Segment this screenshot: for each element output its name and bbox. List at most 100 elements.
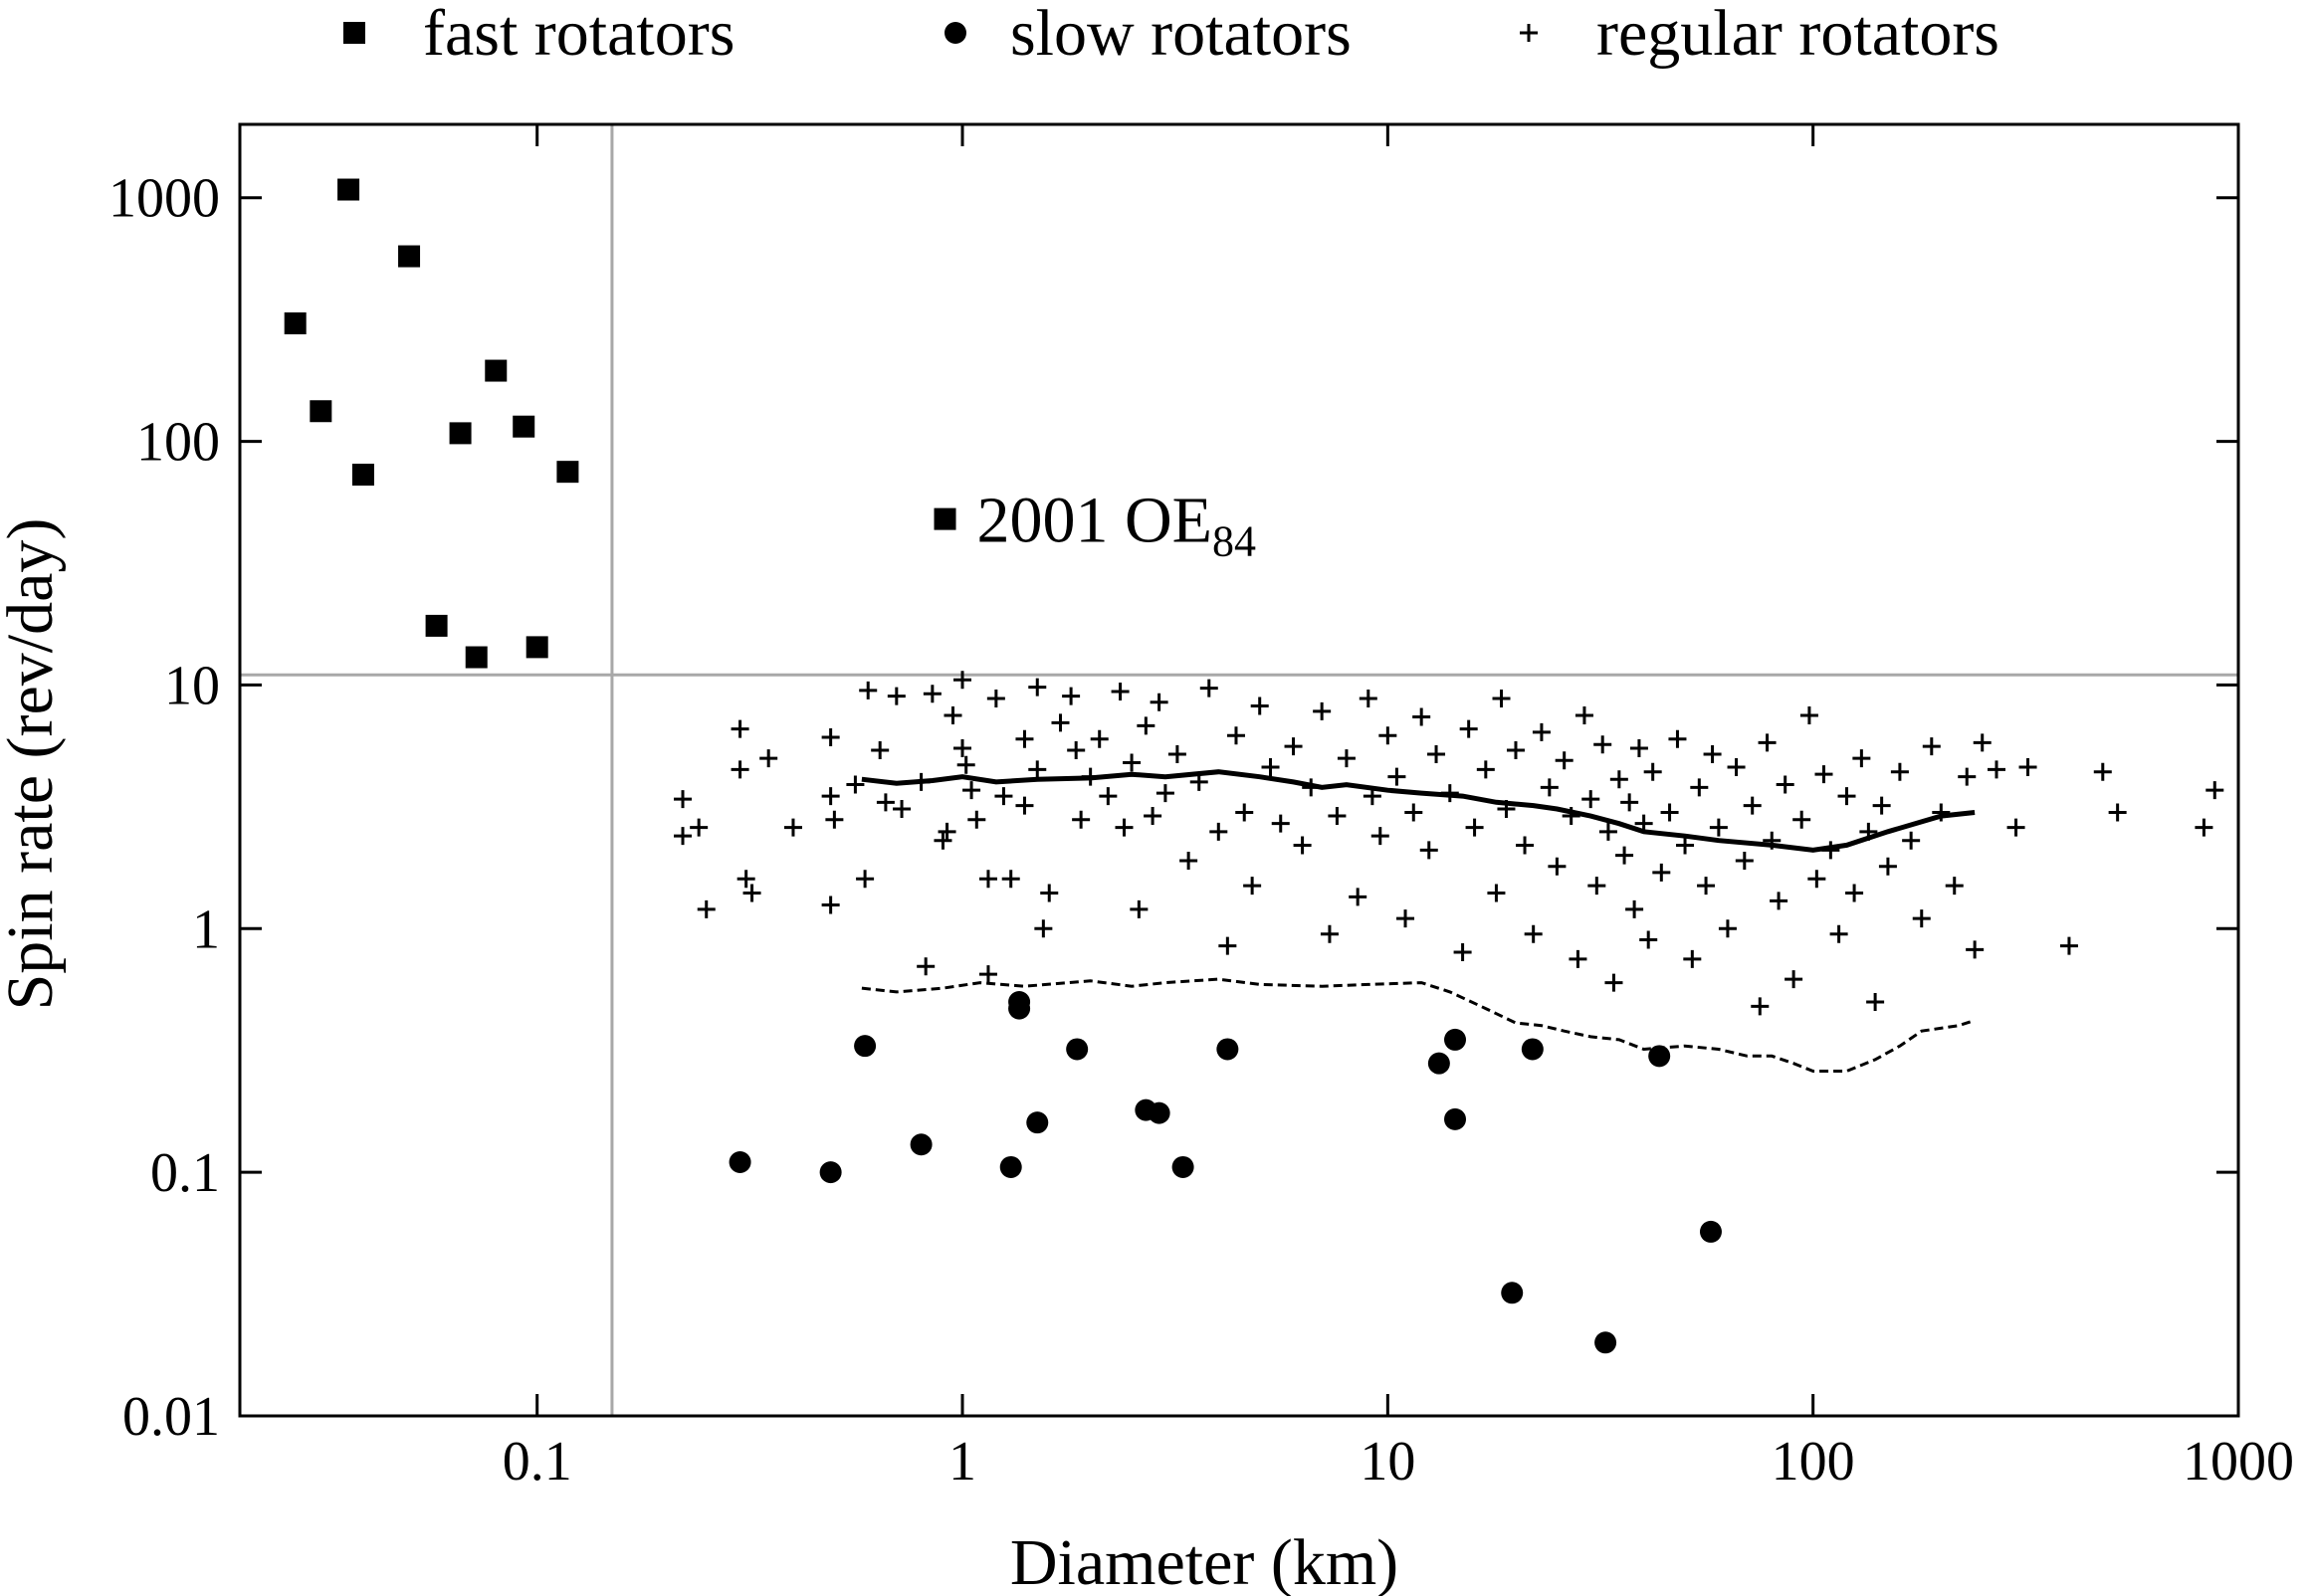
regular-rotator-point	[731, 760, 749, 779]
regular-rotator-point	[917, 957, 936, 976]
regular-rotator-point	[736, 870, 755, 889]
regular-rotator-point	[1799, 706, 1818, 725]
regular-rotator-point	[1440, 784, 1459, 803]
regular-rotator-point	[956, 755, 975, 774]
annotations: 2001 OE84	[977, 485, 1256, 566]
regular-rotator-point	[1453, 943, 1472, 962]
regular-rotator-point	[1829, 924, 1848, 943]
regular-rotator-point	[1814, 765, 1833, 784]
regular-rotator-point	[1598, 822, 1617, 841]
regular-rotator-point	[1067, 740, 1086, 759]
fast-rotator-point	[398, 245, 421, 268]
regular-rotator-point	[1284, 737, 1303, 756]
y-tick-label: 0.1	[150, 1142, 220, 1204]
regular-rotator-point	[1859, 822, 1878, 841]
y-tick-label: 1	[192, 898, 220, 960]
regular-rotator-point	[2018, 758, 2037, 777]
regular-rotator-point	[1226, 726, 1245, 745]
regular-rotator-point	[1465, 818, 1484, 837]
regular-rotator-point	[821, 787, 840, 806]
regular-rotator-point	[1727, 758, 1746, 777]
trend-curve-dashed	[861, 977, 1976, 1073]
regular-rotator-point	[1090, 729, 1109, 748]
regular-rotator-point	[1945, 877, 1964, 896]
regular-rotator-point	[1072, 810, 1091, 829]
regular-rotator-point	[1337, 749, 1356, 768]
regular-rotator-point	[1189, 772, 1208, 791]
regular-rotator-point	[1625, 899, 1644, 918]
regular-rotator-point	[1155, 784, 1174, 803]
regular-rotator-point	[1718, 919, 1737, 938]
regular-rotator-point	[1676, 836, 1695, 855]
x-tick-label: 100	[1772, 1431, 1855, 1493]
regular-rotator-point	[1028, 678, 1047, 697]
regular-rotator-point	[1639, 930, 1658, 949]
regular-rotator-point	[1668, 729, 1687, 748]
regular-rotator-point	[1476, 760, 1495, 779]
regular-rotator-point	[1506, 740, 1525, 759]
regular-rotator-point	[1690, 778, 1709, 797]
regular-rotator-point	[1821, 841, 1840, 860]
reference-lines	[240, 124, 2238, 1416]
regular-rotator-point	[923, 685, 942, 703]
axis-ticks	[240, 124, 2240, 1418]
regular-rotator-point	[1988, 760, 2006, 779]
regular-rotator-point	[1792, 810, 1811, 829]
x-axis-title: Diameter (km)	[1010, 1526, 1398, 1596]
regular-rotator-point	[1179, 852, 1198, 871]
data-points	[284, 178, 2224, 1354]
regular-rotator-point	[1785, 970, 1803, 989]
regular-rotator-point	[1776, 775, 1794, 794]
x-tick-label: 1000	[2183, 1431, 2294, 1493]
regular-rotator-point	[1115, 818, 1134, 837]
regular-rotator-point	[1150, 693, 1168, 711]
regular-rotator-point	[938, 822, 956, 841]
regular-rotator-point	[2195, 818, 2213, 837]
legend-marker-fast-rotators	[343, 22, 365, 44]
regular-rotator-point	[1099, 787, 1118, 806]
regular-rotator-point	[2059, 936, 2078, 955]
regular-rotator-point	[953, 739, 972, 757]
regular-rotator-point	[1328, 807, 1347, 826]
regular-rotator-point	[1683, 949, 1702, 968]
fast-rotator-point	[934, 507, 956, 530]
legend-label-fast-rotators: fast rotators	[423, 0, 735, 70]
regular-rotator-point	[1243, 877, 1262, 896]
regular-rotator-point	[887, 687, 906, 705]
regular-rotator-point	[953, 671, 972, 690]
slow-rotator-point	[1216, 1038, 1239, 1061]
legend: fast rotators slow rotators regular rota…	[343, 0, 1999, 70]
regular-rotator-point	[1111, 683, 1130, 701]
regular-rotator-point	[1497, 799, 1516, 818]
annotation-subscript: 84	[1212, 517, 1256, 566]
regular-rotator-point	[1562, 807, 1580, 826]
regular-rotator-point	[697, 899, 716, 918]
fast-rotator-point	[337, 178, 360, 201]
regular-rotator-point	[871, 740, 890, 759]
legend-marker-regular-rotators	[1520, 24, 1538, 42]
slow-rotator-point	[1008, 997, 1031, 1020]
regular-rotator-point	[967, 810, 986, 829]
regular-rotator-point	[1034, 919, 1053, 938]
regular-rotator-point	[1872, 796, 1891, 815]
regular-rotator-point	[1629, 739, 1648, 757]
regular-rotator-point	[1040, 884, 1059, 902]
regular-rotator-point	[1524, 924, 1543, 943]
annotation-label: 2001 OE84	[977, 485, 1256, 566]
y-tick-label: 0.01	[122, 1386, 220, 1448]
fast-rotator-point	[284, 311, 307, 334]
legend-label-slow-rotators: slow rotators	[1010, 0, 1352, 70]
slow-rotator-point	[819, 1161, 842, 1184]
regular-rotator-point	[2093, 762, 2112, 781]
regular-rotator-point	[1144, 807, 1162, 826]
regular-rotator-point	[876, 793, 895, 812]
regular-rotator-point	[856, 870, 875, 889]
regular-rotator-point	[1697, 877, 1716, 896]
slow-rotator-point	[1699, 1220, 1722, 1243]
regular-rotator-point	[759, 749, 778, 768]
regular-rotator-point	[1235, 803, 1254, 822]
fast-rotator-point	[351, 464, 374, 487]
regular-rotator-point	[1634, 814, 1653, 833]
regular-rotator-point	[934, 831, 952, 850]
regular-rotator-point	[1652, 863, 1671, 882]
